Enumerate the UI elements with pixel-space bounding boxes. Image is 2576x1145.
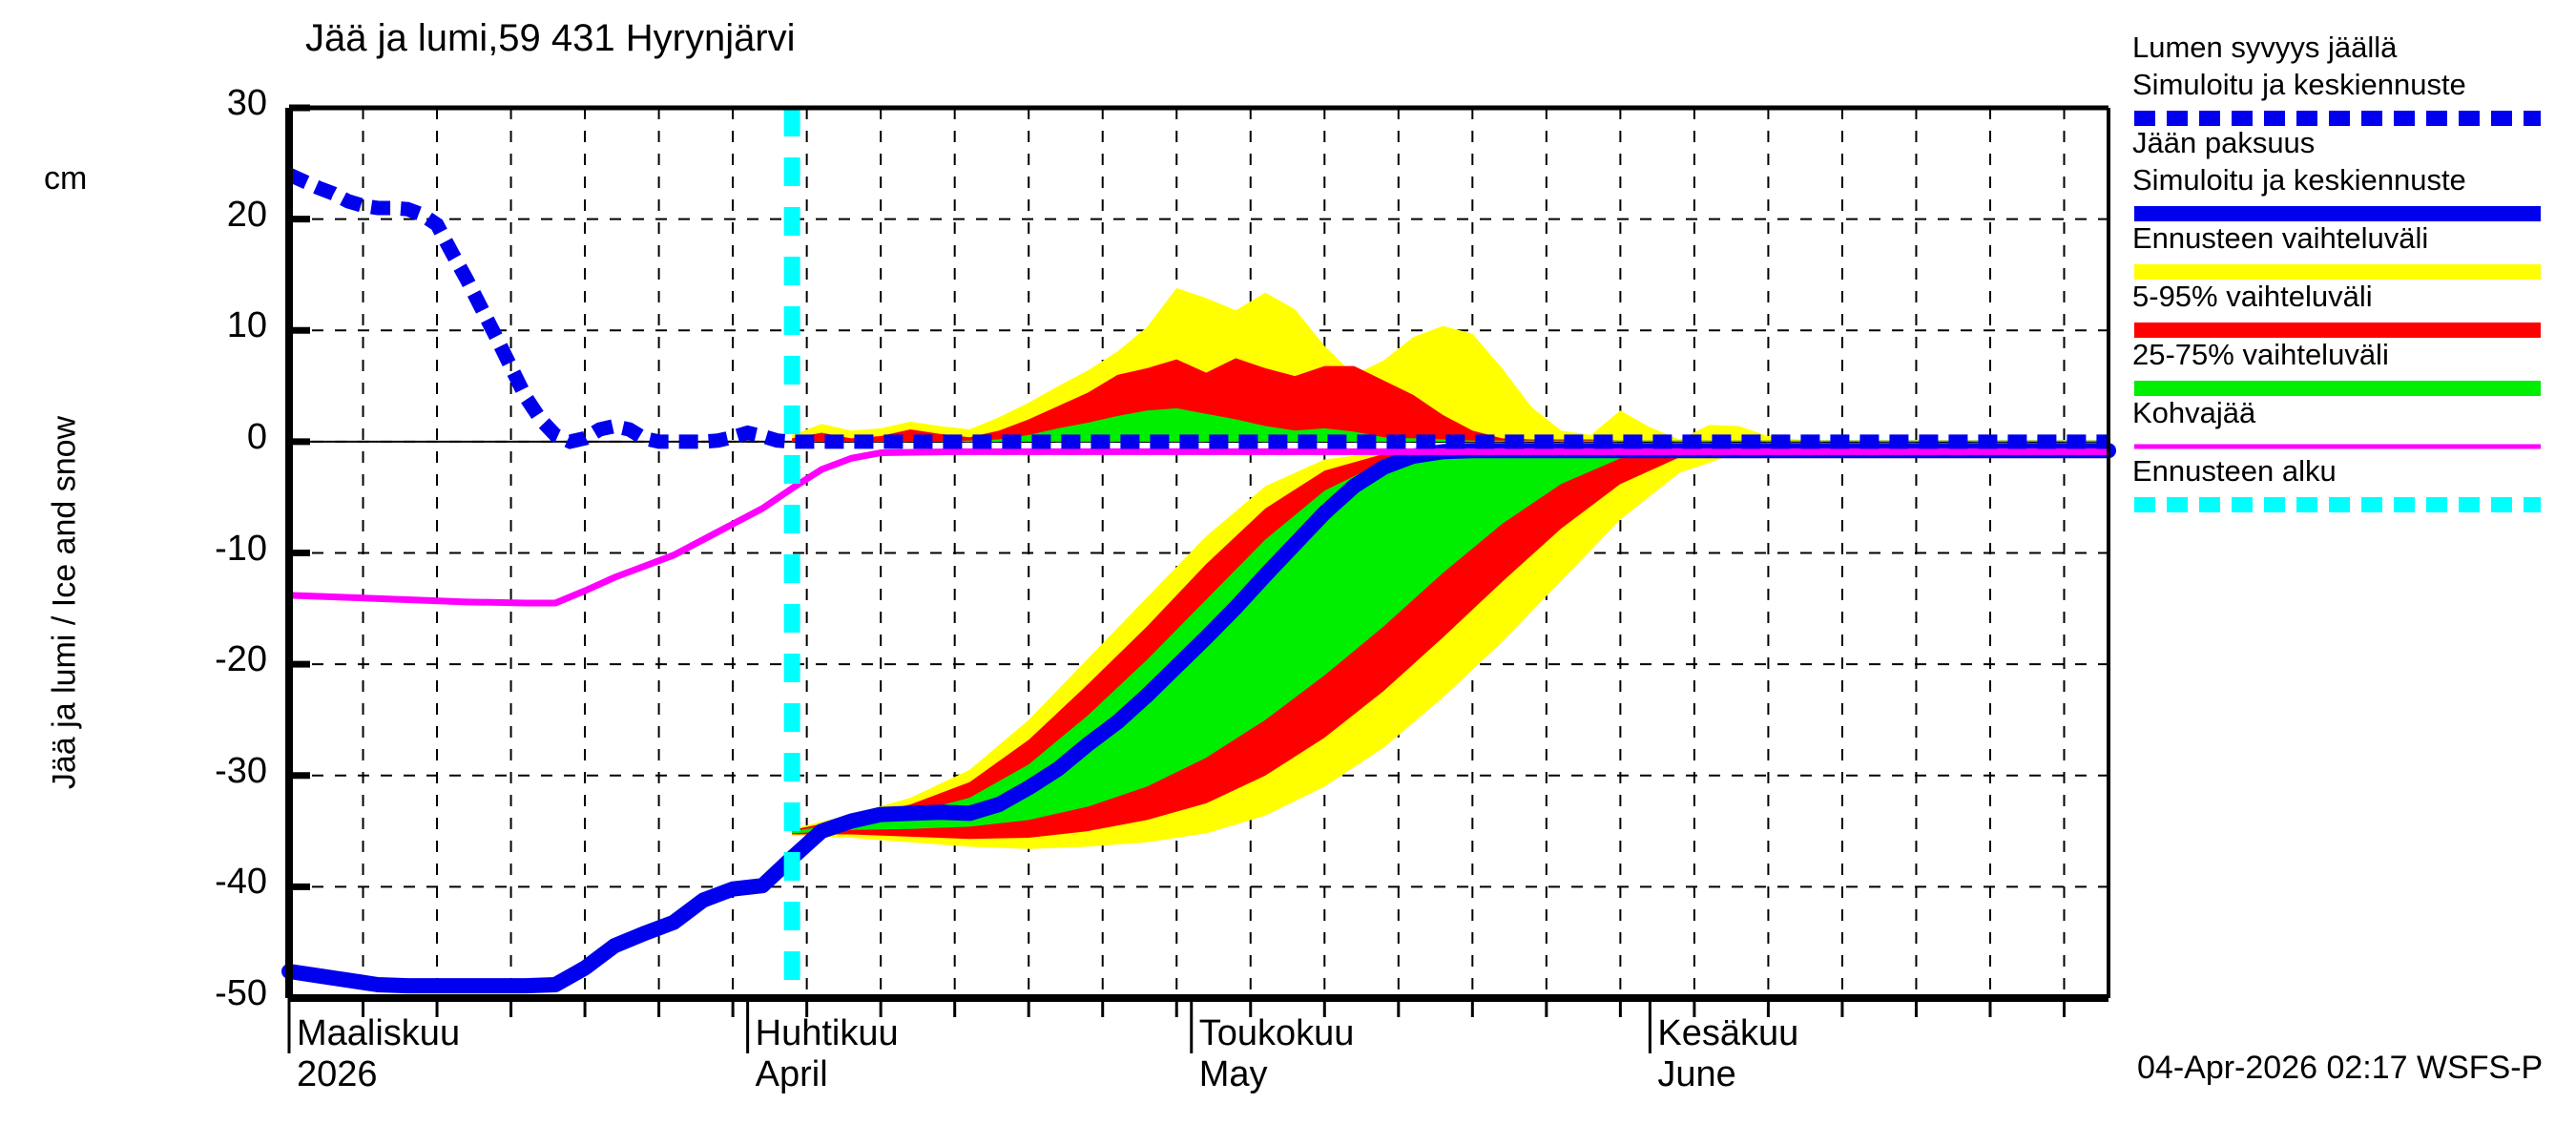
y-tick-label: 0 [246,416,267,457]
x-tick-label: Toukokuu May [1199,1013,1355,1095]
x-tick-label: Huhtikuu April [756,1013,899,1095]
legend-sublabel: Simuloitu ja keskiennuste [2132,163,2466,197]
snow-depth-line [285,168,2109,449]
legend-label: Ennusteen alku [2132,454,2337,488]
x-tick-label-month: Toukokuu [1198,1013,1355,1053]
y-tick-label: 10 [226,305,267,346]
x-tick-label-sub: May [1198,1054,1268,1094]
legend-sublabel: Simuloitu ja keskiennuste [2132,68,2466,101]
x-tick-label-sub: 2026 [297,1054,378,1094]
y-axis-tick-labels: 30 20 10 0 -10 -20 -30 -40 -50 [105,0,267,1145]
forecast-band [792,407,2109,442]
legend-label: Lumen syvyys jäällä [2132,31,2398,64]
page-title: Jää ja lumi,59 431 Hyrynjärvi [305,17,796,59]
legend-label: Jään paksuus [2132,126,2316,159]
legend-item-range-5-95: 5-95% vaihteluväli [2132,278,2576,338]
legend-label: Ennusteen vaihteluväli [2132,221,2429,255]
legend-label: 5-95% vaihteluväli [2132,280,2373,313]
legend-item-slush-ice: Kohvajää [2132,394,2576,449]
y-tick-label: -10 [215,528,267,569]
y-tick-label: -20 [215,639,267,680]
legend-item-range-25-75: 25-75% vaihteluväli [2132,336,2576,396]
y-tick-label: -30 [215,750,267,791]
y-tick-label: 30 [226,83,267,123]
forecast-band [792,287,2109,442]
forecast-band [792,450,2109,834]
legend-label: Kohvajää [2132,396,2256,429]
y-axis-title: Jää ja lumi / Ice and snow [46,415,83,790]
x-tick-label-month: Huhtikuu [755,1013,899,1053]
legend-item-forecast-start: Ennusteen alku [2132,452,2576,512]
x-tick-label: Maaliskuu 2026 [297,1013,460,1095]
x-tick-label-month: Maaliskuu [297,1013,461,1053]
chart-legend: Lumen syvyys jäällä Simuloitu ja keskienn… [2132,29,2576,512]
legend-item-forecast-range: Ennusteen vaihteluväli [2132,219,2576,280]
y-tick-label: 20 [226,194,267,235]
legend-item-ice-thickness: Jään paksuus Simuloitu ja keskiennuste [2132,124,2576,221]
y-axis-unit: cm [44,160,88,197]
x-tick-label-sub: June [1657,1054,1736,1094]
y-tick-label: -40 [215,862,267,903]
x-tick-label-sub: April [755,1054,828,1094]
timestamp-label: 04-Apr-2026 02:17 WSFS-P [2137,1050,2544,1086]
y-tick-label: -50 [215,973,267,1013]
legend-label: 25-75% vaihteluväli [2132,338,2389,371]
slush-ice-line [288,448,2109,607]
x-tick-label: Kesäkuu June [1657,1013,1798,1095]
legend-item-snow-depth-on-ice: Lumen syvyys jäällä Simuloitu ja keskienn… [2132,29,2576,126]
x-tick-label-month: Kesäkuu [1657,1013,1799,1053]
